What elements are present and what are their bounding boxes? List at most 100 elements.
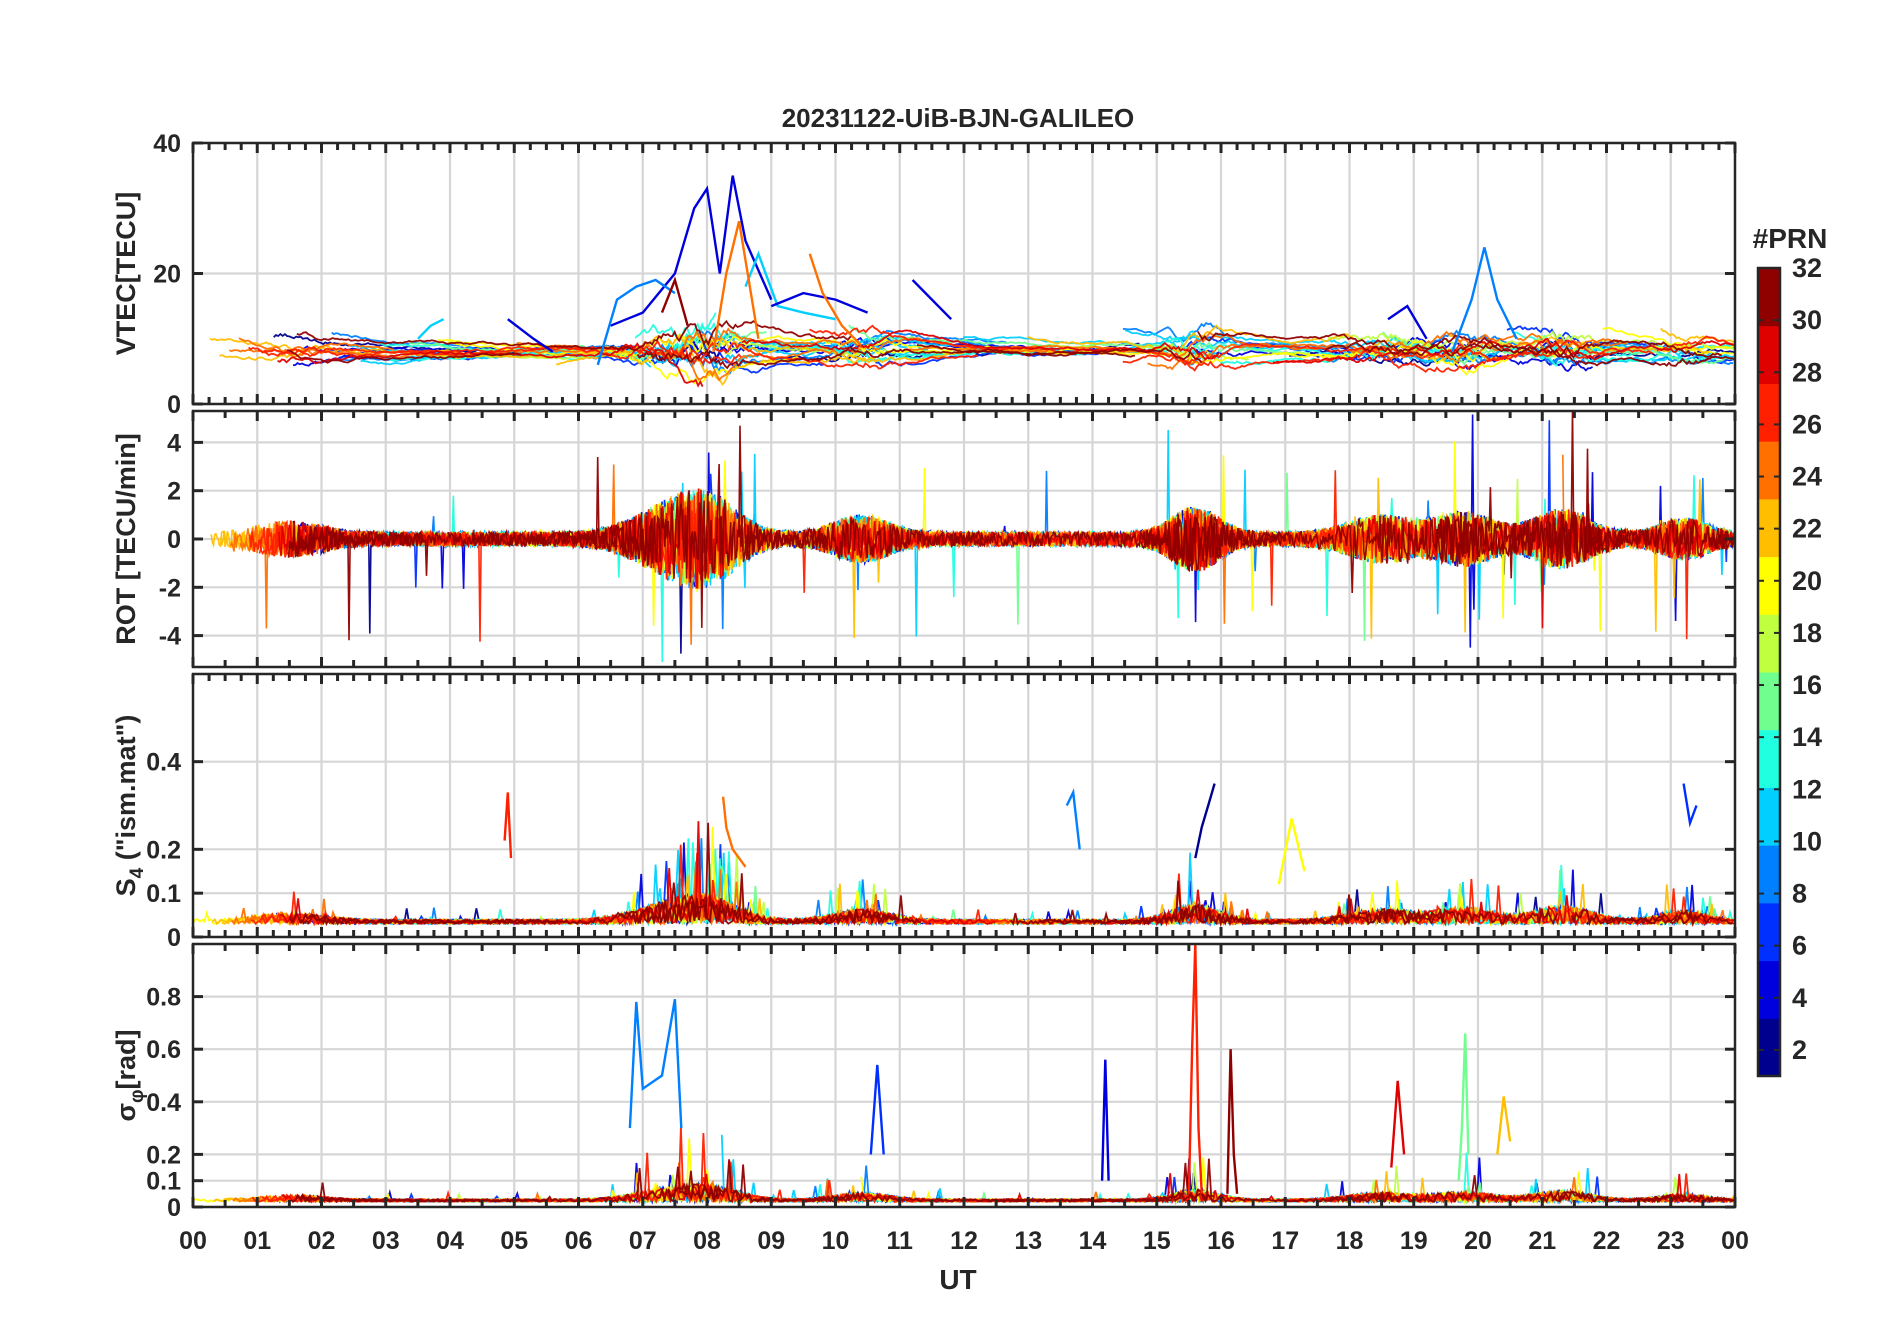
- x-ticks: [191, 944, 1737, 1209]
- y-tick-label: 0.1: [146, 1168, 181, 1196]
- x-tick-label: 03: [372, 1227, 400, 1255]
- series-prn-31-trace: [298, 913, 559, 927]
- series-prn-30-trace: [636, 346, 1203, 370]
- series-prn-9-peak-5: [1451, 247, 1518, 353]
- colorbar-tick-label: 22: [1792, 514, 1822, 544]
- y-tick-label: -4: [159, 623, 181, 651]
- series-prn-31-trace: [1197, 331, 1723, 360]
- colorbar-band: [1758, 441, 1780, 500]
- series-prn-26-trace: [809, 324, 1654, 374]
- series-prn-24-peak-6: [712, 221, 760, 352]
- series-prn-19-trace: [1275, 340, 1735, 376]
- x-tick-label: 19: [1400, 1227, 1428, 1255]
- series-prn-29-trace: [277, 342, 704, 388]
- colorbar-band: [1758, 325, 1780, 384]
- x-ticks: [191, 141, 1737, 406]
- series-prn-31-trace: [299, 1192, 549, 1204]
- series-prn-5-peak-12: [1387, 304, 1428, 340]
- colorbar-tick-label: 32: [1792, 253, 1822, 283]
- series-prn-5-peak-1: [610, 175, 773, 327]
- colorbar-tick-label: 28: [1792, 357, 1822, 387]
- x-tick-label: 00: [1721, 1227, 1749, 1255]
- y-tick-label: 2: [167, 478, 181, 506]
- x-tick-labels: 00 01 02 03 04 05 06 07 08 09 10 11 12 13 14 15 16 17 18 19…: [179, 1227, 1749, 1255]
- series-prn-29-trace: [1272, 337, 1735, 364]
- series-group: [209, 175, 1735, 388]
- series-prn-20-trace: [1602, 326, 1733, 356]
- colorbar-band: [1758, 845, 1780, 904]
- grid: [193, 411, 1735, 667]
- series-prn-10-peak-9: [417, 318, 445, 340]
- series-prn-29-trace: [741, 329, 1220, 361]
- series-prn-31-trace: [296, 319, 853, 352]
- series-prn-27-trace: [1625, 1173, 1734, 1204]
- series-prn-16-peak-4: [1457, 1033, 1470, 1181]
- x-ticks: [191, 674, 1737, 939]
- x-tick-label: 16: [1207, 1227, 1235, 1255]
- colorbar-band: [1758, 383, 1780, 442]
- colorbar-tick-label: 14: [1792, 722, 1822, 752]
- series-prn-6-peak-2: [1682, 783, 1698, 828]
- x-tick-label: 23: [1657, 1227, 1685, 1255]
- x-tick-label: 11: [887, 1227, 914, 1255]
- y-axis-label: S4 ("ism.mat"): [111, 715, 148, 897]
- panel-2: -4 -2 0 2 4 ROT [TECU/min]: [111, 409, 1737, 669]
- series-prn-26-peak-4: [503, 792, 513, 859]
- series-group: [210, 411, 1735, 663]
- series-prn-29-trace: [1691, 911, 1735, 925]
- series-prn-30-trace: [288, 822, 900, 926]
- colorbar-band: [1758, 787, 1780, 846]
- series-prn-9-peak-5: [1065, 788, 1081, 850]
- y-axis-label: VTEC[TECU]: [111, 192, 141, 356]
- x-tick-label: 01: [243, 1227, 271, 1255]
- panel-4: 00.10.2 0.4 0.6 0.8 σφ[rad]: [111, 942, 1737, 1222]
- y-axis-label: ROT [TECU/min]: [111, 433, 141, 644]
- series-prn-2-peak-1: [1194, 783, 1216, 859]
- panel-1: 0 20 40 VTEC[TECU]: [111, 130, 1737, 419]
- x-tick-label: 07: [629, 1227, 657, 1255]
- series-prn-24-peak-3: [721, 796, 747, 868]
- series-prn-27-trace: [257, 341, 979, 370]
- x-tick-label: 05: [500, 1227, 528, 1255]
- series-prn-22-trace: [1027, 324, 1355, 353]
- x-tick-label: 15: [1143, 1227, 1171, 1255]
- series-prn-28-peak-8: [1390, 1080, 1406, 1168]
- colorbar-tick-label: 10: [1792, 826, 1822, 856]
- series-prn-31-trace: [1038, 880, 1445, 928]
- series-prn-27-trace: [1656, 335, 1734, 352]
- series-prn-4-peak-5: [1100, 1059, 1110, 1181]
- y-tick-label: 0.2: [146, 836, 181, 864]
- colorbar-band: [1758, 729, 1780, 788]
- series-prn-8-peak-3: [628, 998, 683, 1129]
- y-tick-label: 20: [153, 261, 181, 289]
- series-prn-31-trace: [297, 456, 827, 641]
- y-tick-label: 0.4: [146, 1089, 181, 1117]
- colorbar-band: [1758, 556, 1780, 615]
- panel-3: 0 0.1 0.2 0.4S4 ("ism.mat"): [111, 672, 1737, 952]
- colorbar-frame: [1756, 266, 1782, 1078]
- y-tick-label: 0: [167, 526, 181, 554]
- x-tick-label: 02: [308, 1227, 336, 1255]
- series-prn-31-trace: [948, 511, 1735, 594]
- series-prn-30-trace: [1324, 334, 1735, 367]
- colorbar-tick-label: 8: [1792, 879, 1807, 909]
- colorbar-band: [1758, 498, 1780, 558]
- x-tick-label: 09: [757, 1227, 785, 1255]
- x-tick-label: 20: [1464, 1227, 1492, 1255]
- series-prn-20-peak-6: [1277, 818, 1306, 885]
- colorbar-tick-label: 18: [1792, 618, 1822, 648]
- colorbar-tick-label: 2: [1792, 1035, 1807, 1065]
- series-prn-31-trace: [1570, 908, 1700, 927]
- colorbar-label: #PRN: [1753, 223, 1828, 254]
- series-prn-7-peak-6: [869, 1064, 885, 1155]
- colorbar-tick-label: 6: [1792, 931, 1807, 961]
- series-prn-30-trace: [286, 348, 522, 364]
- colorbar-band: [1758, 960, 1780, 1019]
- colorbar-tick-label: 20: [1792, 566, 1822, 596]
- y-tick-label: 0.2: [146, 1141, 181, 1169]
- series-prn-31-trace: [616, 882, 922, 926]
- y-tick-label: 40: [153, 130, 181, 158]
- x-tick-label: 08: [693, 1227, 721, 1255]
